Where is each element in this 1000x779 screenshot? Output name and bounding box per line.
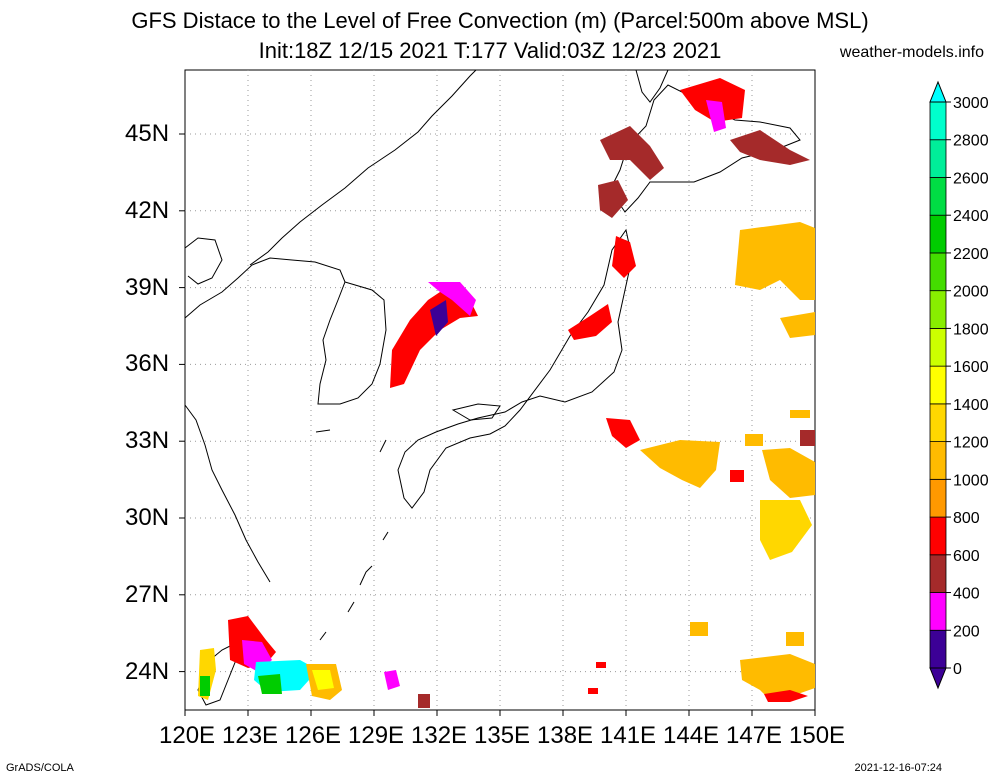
map-subtitle: Init:18Z 12/15 2021 T:177 Valid:03Z 12/2… <box>258 38 722 63</box>
lat-label: 33N <box>125 427 170 455</box>
lon-label: 126E <box>285 722 342 749</box>
lon-label: 129E <box>348 722 405 749</box>
map-title: GFS Distace to the Level of Free Convect… <box>131 8 869 33</box>
lon-label: 123E <box>222 722 279 749</box>
lat-label: 39N <box>125 273 170 301</box>
lon-label: 147E <box>726 722 783 749</box>
lon-label: 138E <box>537 722 594 749</box>
lat-label: 30N <box>125 504 170 531</box>
lat-label: 42N <box>125 196 170 224</box>
lon-label: 141E <box>600 722 657 749</box>
lon-label: 150E <box>789 722 846 749</box>
coastlines <box>184 69 801 706</box>
lat-label: 27N <box>125 580 170 608</box>
lat-label: 24N <box>125 657 170 685</box>
lon-label: 132E <box>411 722 468 749</box>
lon-label: 120E <box>159 722 216 749</box>
footer-right: 2021-12-16-07:24 <box>854 762 942 774</box>
lon-label: 135E <box>474 722 531 749</box>
lat-label: 36N <box>125 350 170 378</box>
footer-left: GrADS/COLA <box>6 762 74 774</box>
lon-label: 144E <box>663 722 720 749</box>
graticule <box>179 70 816 716</box>
lfc-shading <box>198 78 815 708</box>
lat-label: 45N <box>125 120 170 147</box>
site-name: weather-models.info <box>839 44 984 61</box>
